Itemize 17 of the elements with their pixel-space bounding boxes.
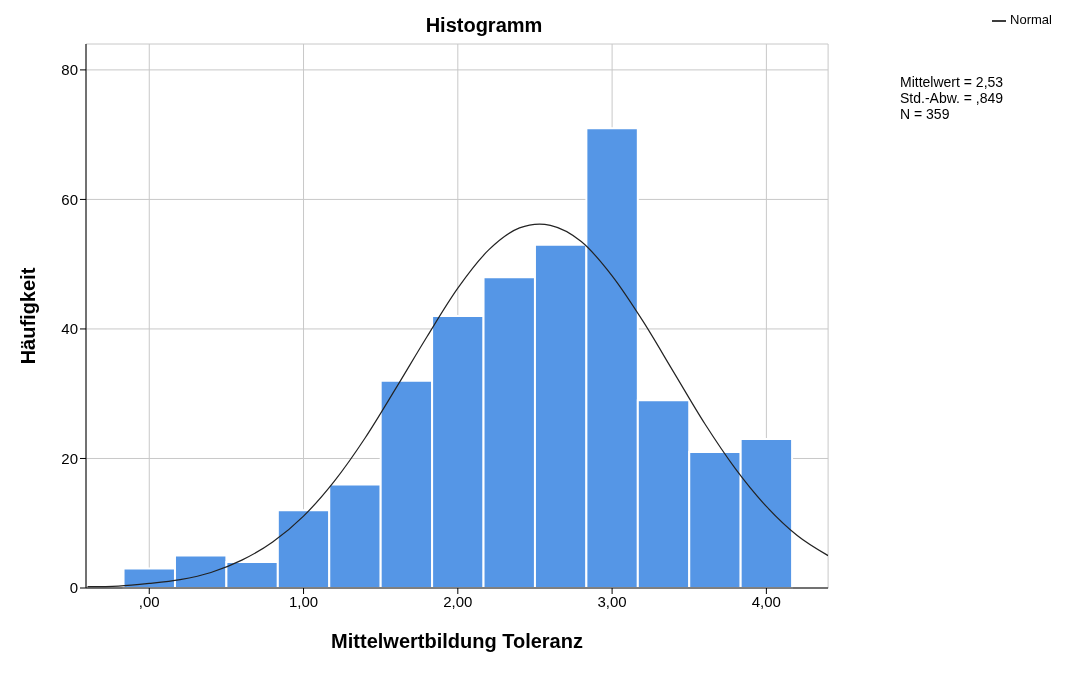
chart-title: Histogramm xyxy=(424,14,544,37)
x-tick-label: 1,00 xyxy=(288,592,319,610)
x-tick-label: 4,00 xyxy=(751,592,781,610)
x-tick-label: 3,00 xyxy=(597,592,627,610)
text: Mittelwert = 2,53 xyxy=(900,74,1004,90)
y-tick-label: 40 xyxy=(61,320,78,338)
x-tick-label: 2,00 xyxy=(443,592,473,610)
legend-label: Normal xyxy=(1010,12,1052,27)
text: N = 359 xyxy=(900,106,951,122)
y-tick-label: 20 xyxy=(61,449,78,467)
y-axis-title: Häufigkeit xyxy=(17,267,40,365)
y-tick-label: 60 xyxy=(61,190,78,208)
text: Std.-Abw. = ,849 xyxy=(900,90,1004,106)
y-tick-label: 80 xyxy=(61,61,78,79)
x-tick-label: ,00 xyxy=(138,592,160,610)
y-tick-label: 0 xyxy=(69,579,78,597)
x-axis-title: Mittelwertbildung Toleranz xyxy=(331,630,583,652)
